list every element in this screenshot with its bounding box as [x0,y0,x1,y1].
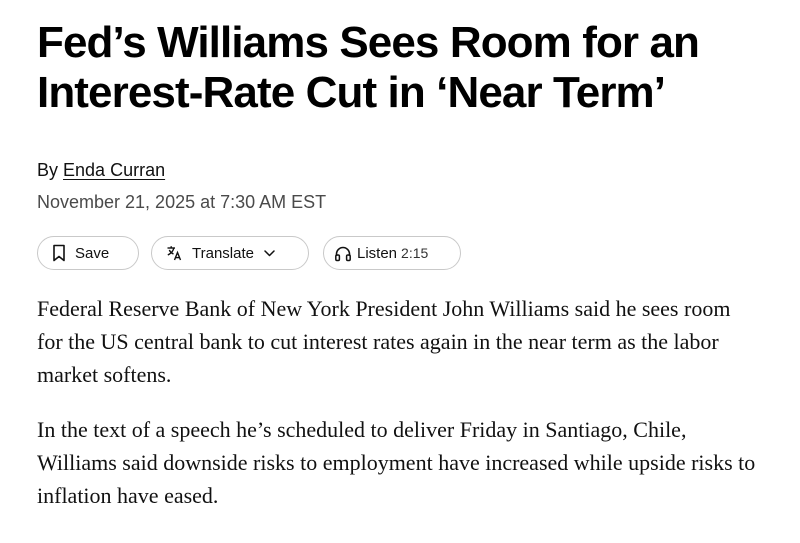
article-page: Fed’s Williams Sees Room for an Interest… [37,18,787,534]
article-paragraph: Federal Reserve Bank of New York Preside… [37,296,731,387]
listen-duration: 2:15 [401,245,429,261]
byline: By Enda Curran [37,158,787,182]
article-paragraph: In the text of a speech he’s scheduled t… [37,417,756,508]
listen-button[interactable]: Listen 2:15 [323,236,461,270]
listen-label: Listen [357,244,398,262]
article-body: Federal Reserve Bank of New York Preside… [37,292,757,512]
headline-line-2: Interest-Rate Cut in ‘Near Term’ [37,68,666,117]
translate-button[interactable]: Translate [151,236,309,270]
headphones-icon [334,245,352,262]
chevron-down-icon [264,249,275,257]
article-actions: Save Translate [37,235,787,271]
translate-icon [166,245,182,261]
translate-label: Translate [192,244,254,262]
byline-prefix: By [37,160,59,180]
save-button[interactable]: Save [37,236,139,270]
headline: Fed’s Williams Sees Room for an Interest… [37,18,787,118]
headline-line-1: Fed’s Williams Sees Room for an [37,18,700,67]
author-link[interactable]: Enda Curran [63,160,166,180]
bookmark-icon [52,244,66,262]
save-label: Save [75,244,110,262]
publish-date: November 21, 2025 at 7:30 AM EST [37,192,327,212]
